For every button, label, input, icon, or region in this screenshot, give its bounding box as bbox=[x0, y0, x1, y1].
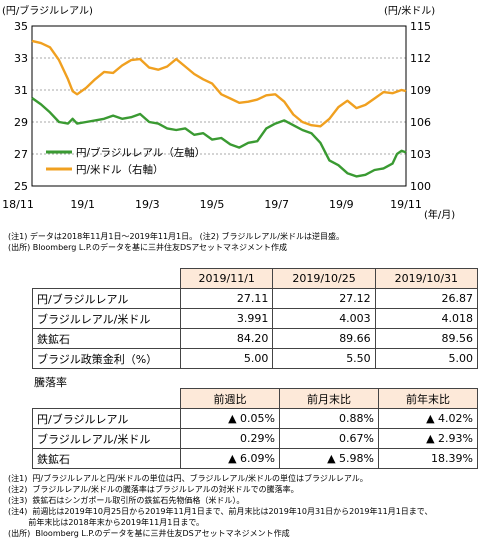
table-row: ブラジル政策金利（%） 5.00 5.50 5.00 bbox=[32, 348, 478, 369]
row-label: 円/ブラジルレアル bbox=[32, 408, 181, 429]
cell: 0.29% bbox=[180, 428, 280, 449]
col-header: 2019/10/25 bbox=[272, 268, 376, 289]
row-label: 鉄鉱石 bbox=[32, 448, 181, 469]
table-row: 円/ブラジルレアル 27.11 27.12 26.87 bbox=[32, 288, 478, 309]
right-tick-label: 100 bbox=[410, 180, 431, 193]
left-tick-label: 33 bbox=[14, 52, 28, 65]
row-label: ブラジルレアル/米ドル bbox=[32, 428, 181, 449]
row-label: ブラジル政策金利（%） bbox=[32, 348, 181, 369]
table-corner bbox=[32, 388, 181, 409]
left-tick-label: 27 bbox=[14, 148, 28, 161]
col-header: 前週比 bbox=[180, 388, 280, 409]
cell: 89.56 bbox=[374, 328, 478, 349]
cell: 26.87 bbox=[374, 288, 478, 309]
left-tick-label: 25 bbox=[14, 180, 28, 193]
table-row: 鉄鉱石 84.20 89.66 89.56 bbox=[32, 328, 478, 349]
cell: 84.20 bbox=[179, 328, 274, 349]
table-row: 円/ブラジルレアル ▲ 0.05% 0.88% ▲ 4.02% bbox=[32, 408, 478, 429]
cell: 5.00 bbox=[374, 348, 478, 369]
x-tick-label: 19/1 bbox=[70, 198, 95, 211]
col-header: 前年末比 bbox=[378, 388, 478, 409]
right-tick-label: 112 bbox=[410, 52, 431, 65]
price-table: 2019/11/1 2019/10/25 2019/10/31 円/ブラジルレア… bbox=[32, 268, 478, 369]
left-tick-label: 31 bbox=[14, 84, 28, 97]
x-tick-label: 19/3 bbox=[135, 198, 160, 211]
change-table-header: 前週比 前月末比 前年末比 bbox=[32, 388, 478, 409]
right-tick-label: 115 bbox=[410, 20, 431, 33]
x-tick-label: 18/11 bbox=[2, 198, 34, 211]
cell: 0.67% bbox=[279, 428, 379, 449]
cell: ▲ 2.93% bbox=[378, 428, 478, 449]
right-tick-label: 109 bbox=[410, 84, 431, 97]
footnote-3: (注3) 鉄鉱石はシンガポール取引所の鉄鉱石先物価格（米ドル）。 bbox=[8, 496, 245, 505]
table-row: 鉄鉱石 ▲ 6.09% ▲ 5.98% 18.39% bbox=[32, 448, 478, 469]
cell: ▲ 0.05% bbox=[180, 408, 280, 429]
x-unit-label: (年/月) bbox=[424, 208, 455, 221]
change-table-title: 騰落率 bbox=[34, 376, 67, 389]
cell: 3.991 bbox=[179, 308, 274, 329]
cell: ▲ 4.02% bbox=[378, 408, 478, 429]
col-header: 2019/11/1 bbox=[179, 268, 274, 289]
right-tick-label: 103 bbox=[410, 148, 431, 161]
cell: 18.39% bbox=[378, 448, 478, 469]
change-table: 前週比 前月末比 前年末比 円/ブラジルレアル ▲ 0.05% 0.88% ▲ … bbox=[32, 388, 478, 469]
series-line-usd bbox=[31, 39, 407, 128]
footnote-4: (注4) 前週比は2019年10月25日から2019年11月1日まで、前月末比は… bbox=[8, 507, 433, 516]
row-label: ブラジルレアル/米ドル bbox=[32, 308, 181, 329]
right-tick-labels: 115 112 109 106 103 100 bbox=[410, 20, 431, 193]
legend-label-brl: 円/ブラジルレアル（左軸） bbox=[76, 146, 205, 159]
x-tick-labels: 18/11 19/1 19/3 19/5 19/7 19/9 19/11 bbox=[2, 198, 422, 211]
legend-label-usd: 円/米ドル（右軸） bbox=[76, 163, 164, 176]
cell: 0.88% bbox=[279, 408, 379, 429]
chart-note-2: (出所) Bloomberg L.P.のデータを基に三井住友DSアセットマネジメ… bbox=[8, 243, 288, 252]
cell: 89.66 bbox=[272, 328, 376, 349]
cell: 4.018 bbox=[374, 308, 478, 329]
cell: ▲ 5.98% bbox=[279, 448, 379, 469]
left-tick-label: 35 bbox=[14, 20, 28, 33]
x-tick-label: 19/7 bbox=[264, 198, 289, 211]
x-tick-label: 19/5 bbox=[200, 198, 225, 211]
col-header: 前月末比 bbox=[279, 388, 379, 409]
table-row: ブラジルレアル/米ドル 0.29% 0.67% ▲ 2.93% bbox=[32, 428, 478, 449]
left-tick-labels: 35 33 31 29 27 25 bbox=[14, 20, 28, 193]
cell: 27.11 bbox=[179, 288, 274, 309]
right-tick-label: 106 bbox=[410, 116, 431, 129]
legend: 円/ブラジルレアル（左軸） 円/米ドル（右軸） bbox=[46, 146, 205, 176]
row-label: 鉄鉱石 bbox=[32, 328, 181, 349]
col-header: 2019/10/31 bbox=[374, 268, 478, 289]
price-table-header: 2019/11/1 2019/10/25 2019/10/31 bbox=[32, 268, 478, 289]
right-axis-label: (円/米ドル) bbox=[384, 4, 435, 17]
series-lines bbox=[31, 39, 407, 178]
series-line-brl bbox=[31, 97, 407, 178]
footnote-1: (注1) 円/ブラジルレアルと円/米ドルの単位は円、ブラジルレアル/米ドルの単位… bbox=[8, 474, 368, 483]
left-tick-label: 29 bbox=[14, 116, 28, 129]
x-tick-label: 19/11 bbox=[390, 198, 422, 211]
cell: 5.00 bbox=[179, 348, 274, 369]
left-axis-label: (円/ブラジルレアル) bbox=[2, 4, 93, 17]
table-row: ブラジルレアル/米ドル 3.991 4.003 4.018 bbox=[32, 308, 478, 329]
chart-note-1: (注1) データは2018年11月1日～2019年11月1日。 (注2) ブラジ… bbox=[8, 232, 345, 241]
cell: 27.12 bbox=[272, 288, 376, 309]
footnote-5: 前年末比は2018年末から2019年11月1日まで。 bbox=[8, 518, 205, 527]
x-tick-label: 19/9 bbox=[329, 198, 354, 211]
cell: 4.003 bbox=[272, 308, 376, 329]
table-corner bbox=[32, 268, 181, 289]
plot-area-border bbox=[31, 25, 407, 187]
cell: ▲ 6.09% bbox=[180, 448, 280, 469]
footnote-6: (出所) Bloomberg L.P.のデータを基に三井住友DSアセットマネジメ… bbox=[8, 529, 290, 538]
footnote-2: (注2) ブラジルレアル/米ドルの騰落率はブラジルレアルの対米ドルでの騰落率。 bbox=[8, 485, 299, 494]
cell: 5.50 bbox=[272, 348, 376, 369]
row-label: 円/ブラジルレアル bbox=[32, 288, 181, 309]
